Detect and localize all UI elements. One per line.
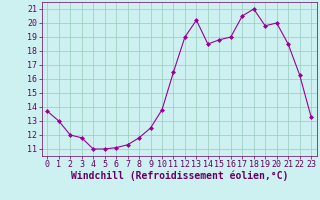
X-axis label: Windchill (Refroidissement éolien,°C): Windchill (Refroidissement éolien,°C) bbox=[70, 171, 288, 181]
